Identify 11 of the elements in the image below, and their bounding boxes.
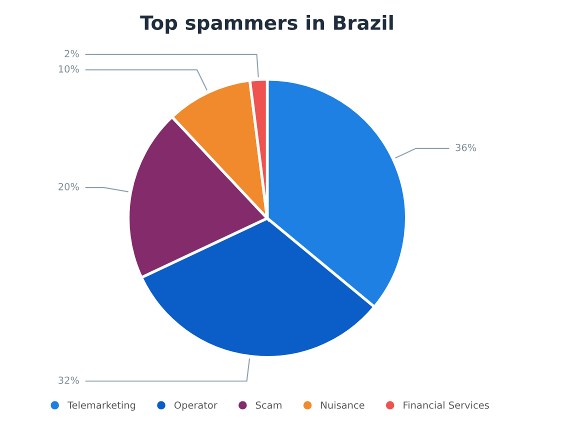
chart-title: Top spammers in Brazil [140, 14, 393, 34]
data-label: 10% [58, 65, 79, 73]
data-label: 36% [456, 144, 476, 152]
data-label: 20% [58, 182, 79, 190]
legend-label: Telemarketing [67, 401, 136, 411]
legend-label: Scam [256, 401, 282, 409]
data-label: 32% [58, 376, 79, 384]
legend-label: Operator [174, 401, 218, 411]
legend-label: Nuisance [321, 401, 364, 409]
data-label: 2% [64, 50, 79, 58]
legend-label: Financial Services [404, 401, 489, 409]
